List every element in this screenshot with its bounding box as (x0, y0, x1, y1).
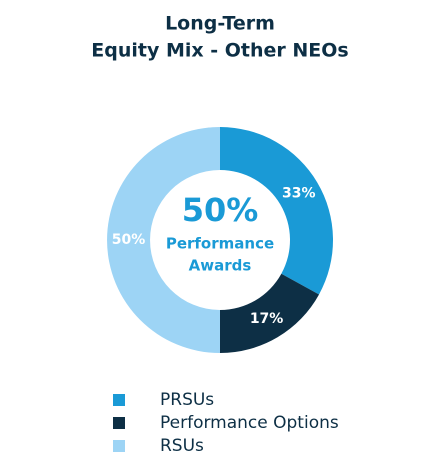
legend-label: RSUs (160, 436, 204, 456)
center-text: Performance (166, 235, 274, 253)
legend-swatch (113, 440, 125, 452)
legend-swatch (113, 417, 125, 429)
legend-label: PRSUs (160, 390, 214, 410)
donut-segment (220, 273, 320, 353)
value-label: 33% (282, 185, 316, 201)
donut-segment (220, 127, 334, 295)
center-value: 50% (182, 191, 259, 229)
value-label: 17% (250, 311, 284, 327)
center-text: Awards (189, 257, 252, 275)
legend-swatch (113, 394, 125, 406)
chart-title: Equity Mix - Other NEOs (91, 40, 348, 62)
chart-title: Long-Term (165, 13, 275, 35)
legend-label: Performance Options (160, 413, 339, 433)
value-label: 50% (112, 232, 146, 248)
donut-segment (107, 127, 220, 353)
